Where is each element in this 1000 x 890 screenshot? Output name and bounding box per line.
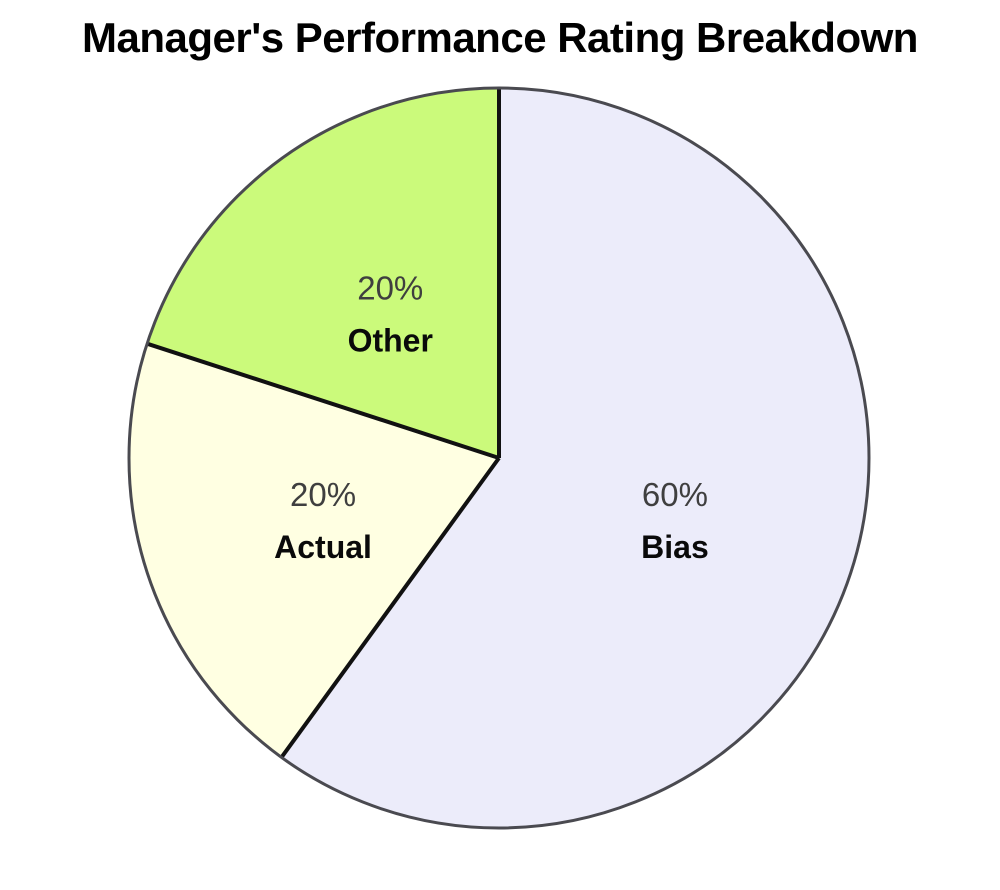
slice-percent-label-bias: 60%	[642, 476, 708, 513]
pie-slice-other	[147, 87, 500, 458]
pie-slice-bias	[281, 88, 869, 828]
slice-percent-label-actual: 20%	[290, 476, 356, 513]
slice-divider-line	[146, 341, 500, 460]
slice-name-label-bias: Bias	[641, 529, 709, 565]
slice-percent-label-other: 20%	[357, 269, 423, 306]
slice-name-label-actual: Actual	[274, 529, 372, 565]
slice-name-label-other: Other	[348, 322, 433, 358]
pie-slice-actual	[128, 343, 499, 758]
chart-title: Manager's Performance Rating Breakdown	[82, 14, 918, 61]
slice-divider-line	[279, 456, 501, 759]
pie-outline	[127, 86, 871, 830]
